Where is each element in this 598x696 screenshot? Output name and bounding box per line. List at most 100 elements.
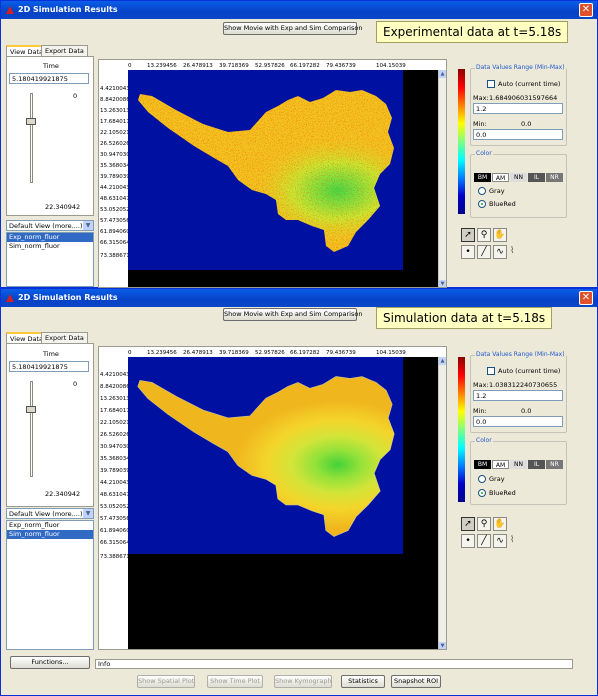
point-tool-icon[interactable]: •	[461, 534, 475, 548]
colormap-bm[interactable]: BM	[474, 460, 491, 469]
tab-export-data[interactable]: Export Data	[41, 332, 88, 343]
min-field[interactable]: 0.0	[473, 416, 563, 427]
colormap-am[interactable]: AM	[492, 173, 509, 182]
data-range-group: Data Values Range (Min-Max)	[470, 351, 567, 433]
polyline-tool-icon[interactable]: ⌇	[510, 535, 515, 545]
colormap-nn[interactable]: NN	[510, 173, 527, 182]
time-field[interactable]: 5.180419921875	[9, 361, 89, 372]
show-spatial-plot-button[interactable]: Show Spatial Plot	[137, 675, 195, 688]
show-kymograph-button[interactable]: Show Kymograph	[274, 675, 332, 688]
max-field[interactable]: 1.2	[473, 103, 563, 114]
time-slider-thumb[interactable]	[26, 118, 36, 125]
scroll-up-icon[interactable]: ▲	[439, 70, 446, 78]
fluorescence-image	[128, 70, 403, 270]
functions-button[interactable]: Functions...	[10, 656, 90, 669]
variable-list: Exp_norm_fluor Sim_norm_fluor	[6, 232, 94, 287]
viewport-scrollbar[interactable]: ▲ ▼	[438, 357, 446, 649]
list-item[interactable]: Exp_norm_fluor	[9, 521, 60, 529]
y-tick: 44.2100433	[100, 480, 134, 486]
color-title: Color	[475, 150, 493, 157]
colormap-nn[interactable]: NN	[510, 460, 527, 469]
list-item[interactable]: Sim_norm_fluor	[7, 530, 93, 539]
gray-radio[interactable]	[478, 187, 486, 195]
line-tool-icon[interactable]: ╱	[477, 534, 491, 548]
show-movie-button[interactable]: Show Movie with Exp and Sim Comparison	[223, 308, 362, 321]
curve-tool-icon[interactable]: ∿	[493, 245, 507, 259]
auto-range-checkbox[interactable]	[487, 367, 495, 375]
auto-range-label: Auto (current time)	[498, 367, 561, 375]
x-tick: 79.436739	[326, 350, 356, 356]
polyline-tool-icon[interactable]: ⌇	[510, 246, 515, 256]
y-tick: 26.5260260	[100, 432, 134, 438]
scroll-down-icon[interactable]: ▼	[439, 280, 446, 287]
y-tick: 73.3886715	[100, 554, 134, 560]
min-auto-value: 0.0	[521, 407, 532, 415]
y-tick: 73.3886715	[100, 253, 134, 259]
point-tool-icon[interactable]: •	[461, 245, 475, 259]
view-select[interactable]: Default View (more....) ▼	[6, 508, 94, 519]
y-tick: 30.9470303	[100, 444, 134, 450]
y-tick: 35.3680346	[100, 456, 134, 462]
arrow-tool-icon[interactable]: ➚	[461, 228, 475, 242]
y-tick: 53.0520520	[100, 207, 134, 213]
min-field[interactable]: 0.0	[473, 129, 563, 140]
scroll-up-icon[interactable]: ▲	[439, 357, 446, 365]
window-title: 2D Simulation Results	[18, 5, 118, 14]
results-window-simulation: 2D Simulation Results ✕ Show Movie with …	[0, 288, 598, 696]
close-icon[interactable]: ✕	[579, 291, 593, 305]
y-tick: 26.5260260	[100, 141, 134, 147]
zoom-tool-icon[interactable]: ⚲	[477, 228, 491, 242]
bluered-radio[interactable]	[478, 200, 486, 208]
callout-label: Experimental data at t=5.18s	[376, 21, 569, 43]
zoom-tool-icon[interactable]: ⚲	[477, 517, 491, 531]
x-tick: 0	[128, 350, 132, 356]
show-time-plot-button[interactable]: Show Time Plot	[207, 675, 263, 688]
list-item[interactable]: Sim_norm_fluor	[9, 242, 60, 250]
y-tick: 48.6310476	[100, 196, 134, 202]
tab-export-data[interactable]: Export Data	[41, 45, 88, 56]
pan-tool-icon[interactable]: ✋	[493, 517, 507, 531]
y-tick: 61.8940606	[100, 229, 134, 235]
app-icon	[6, 294, 14, 302]
callout-label: Simulation data at t=5.18s	[376, 307, 553, 329]
title-bar[interactable]: 2D Simulation Results ✕	[1, 1, 597, 19]
time-slider-thumb[interactable]	[26, 406, 36, 413]
x-tick: 104.15039	[376, 63, 406, 69]
y-tick: 13.2630130	[100, 108, 134, 114]
pan-tool-icon[interactable]: ✋	[493, 228, 507, 242]
colormap-il[interactable]: IL	[528, 173, 545, 182]
viewport-scrollbar[interactable]: ▲ ▼	[438, 70, 446, 287]
scroll-down-icon[interactable]: ▼	[439, 642, 446, 649]
min-label: Min:	[473, 120, 487, 128]
view-select[interactable]: Default View (more....) ▼	[6, 220, 94, 231]
fluorescence-image	[128, 357, 403, 554]
colormap-il[interactable]: IL	[528, 460, 545, 469]
close-icon[interactable]: ✕	[579, 3, 593, 17]
gray-radio[interactable]	[478, 475, 486, 483]
colormap-am[interactable]: AM	[492, 460, 509, 469]
snapshot-roi-button[interactable]: Snapshot ROI	[391, 675, 441, 688]
colormap-nr[interactable]: NR	[546, 460, 563, 469]
bluered-radio[interactable]	[478, 489, 486, 497]
list-item[interactable]: Exp_norm_fluor	[7, 233, 93, 242]
statistics-button[interactable]: Statistics	[341, 675, 385, 688]
colormap-nr[interactable]: NR	[546, 173, 563, 182]
image-viewport[interactable]: 0 13.239456 26.478913 39.718369 52.95782…	[98, 346, 447, 650]
time-slider-track[interactable]	[30, 381, 33, 477]
time-field[interactable]: 5.180419921875	[9, 73, 89, 84]
auto-range-checkbox[interactable]	[487, 80, 495, 88]
max-field[interactable]: 1.2	[473, 390, 563, 401]
data-range-title: Data Values Range (Min-Max)	[475, 351, 566, 358]
x-tick: 66.197282	[290, 63, 320, 69]
time-slider-track[interactable]	[30, 93, 33, 183]
variable-list: Exp_norm_fluor Sim_norm_fluor	[6, 520, 94, 650]
y-tick: 66.3150649	[100, 540, 134, 546]
image-viewport[interactable]: 0 13.239456 26.478913 39.718369 52.95782…	[98, 59, 447, 288]
max-auto-value: 1.038312240730655	[489, 381, 558, 389]
curve-tool-icon[interactable]: ∿	[493, 534, 507, 548]
line-tool-icon[interactable]: ╱	[477, 245, 491, 259]
title-bar[interactable]: 2D Simulation Results ✕	[1, 289, 597, 307]
show-movie-button[interactable]: Show Movie with Exp and Sim Comparison	[223, 22, 362, 35]
arrow-tool-icon[interactable]: ➚	[461, 517, 475, 531]
colormap-bm[interactable]: BM	[474, 173, 491, 182]
